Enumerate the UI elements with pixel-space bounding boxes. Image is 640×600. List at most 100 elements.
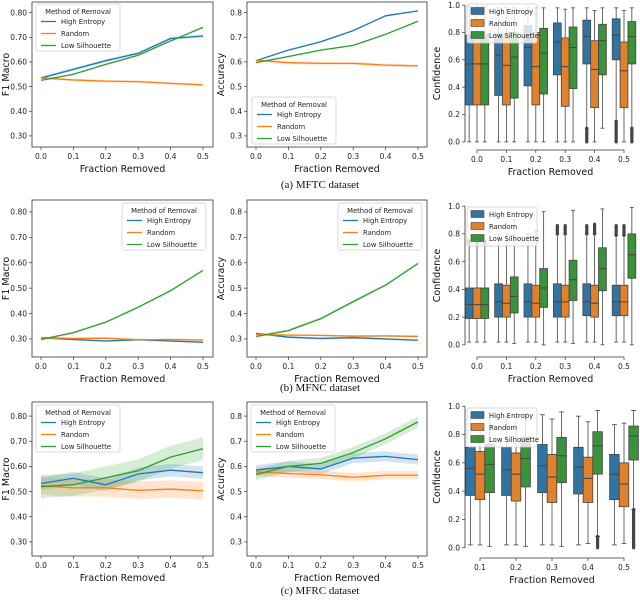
box-high-entropy-0.3 xyxy=(553,223,562,343)
legend-label: Low Silhouette xyxy=(277,135,327,143)
box-high-entropy-0.3 xyxy=(553,7,562,143)
box-iqr xyxy=(480,33,490,106)
x-tick-label: 0.4 xyxy=(589,362,601,371)
y-tick-label: 0.0 xyxy=(448,543,460,552)
box-low-silhouette-0.3 xyxy=(556,411,567,547)
series-line-random xyxy=(40,485,204,492)
box-iqr xyxy=(464,287,474,319)
y-tick-label: 0.60 xyxy=(10,58,27,67)
y-tick-label: 0.30 xyxy=(10,538,27,547)
legend-label: High Entropy xyxy=(489,211,533,219)
y-tick-label: 0.50 xyxy=(10,487,27,496)
legend-title: Method of Removal xyxy=(347,207,413,215)
box-iqr xyxy=(474,451,486,501)
y-tick-label: 0.8 xyxy=(230,208,242,217)
y-tick-label: 0.8 xyxy=(448,230,460,239)
box-low-silhouette-0.3 xyxy=(568,7,578,143)
box-iqr xyxy=(502,284,511,318)
y-tick-label: 0.7 xyxy=(230,233,242,242)
box-iqr xyxy=(501,446,512,496)
y-tick-label: 0.8 xyxy=(230,8,242,17)
chart-mfnc-confidence: 0.0 0.1 0.2 0.3 0.4 0.5 0.0 0.2 0.4 0.6 0.8 1.0 Frac… xyxy=(432,202,637,385)
series-line-low-silhouette xyxy=(255,421,419,476)
y-tick-label: 0.60 xyxy=(10,258,27,267)
box-low-silhouette-0.4 xyxy=(598,7,607,129)
y-axis-label: F1 Macro xyxy=(1,257,12,300)
box-iqr xyxy=(609,453,620,501)
box-iqr xyxy=(611,284,621,317)
y-tick-label: 0.70 xyxy=(10,233,27,242)
legend: Method of Removal High Entropy Random Low S… xyxy=(121,202,207,251)
box-iqr xyxy=(472,33,482,106)
y-axis-label: F1 Macro xyxy=(1,53,12,96)
legend-frame xyxy=(250,404,336,453)
y-tick-label: 0.8 xyxy=(448,28,460,37)
x-tick-label: 0.3 xyxy=(546,563,558,572)
x-tick-label: 0.3 xyxy=(132,561,144,570)
box-iqr xyxy=(553,22,562,76)
series-line-random xyxy=(255,333,419,338)
series-line-high-entropy xyxy=(40,337,204,343)
series-line-low-silhouette xyxy=(40,448,204,488)
x-tick-label: 0.0 xyxy=(250,561,262,570)
y-tick-label: 0.2 xyxy=(448,515,460,524)
x-tick-label: 0.3 xyxy=(347,152,359,161)
y-axis-label: Confidence xyxy=(432,450,443,504)
box-iqr xyxy=(618,462,630,508)
legend: Method of Removal High Entropy Random Low S… xyxy=(250,404,336,453)
box-high-entropy-0.3 xyxy=(537,414,548,546)
x-tick-label: 0.3 xyxy=(347,561,359,570)
legend-label: High Entropy xyxy=(61,419,105,427)
legend-label: Random xyxy=(61,30,90,38)
box-low-silhouette-0.4 xyxy=(598,208,607,346)
x-tick-label: 0.0 xyxy=(471,362,483,371)
box-high-entropy-0.4 xyxy=(573,415,584,546)
chart-mfrc-confidence: 0.1 0.2 0.3 0.4 0.5 0.0 0.2 0.4 0.6 0.8 1.0 Fractio… xyxy=(432,402,639,586)
box-iqr xyxy=(590,284,599,318)
y-axis-label: Confidence xyxy=(432,47,443,101)
box-iqr xyxy=(465,446,476,496)
legend-label: High Entropy xyxy=(363,217,407,225)
x-axis-label: Fraction Removed xyxy=(80,374,166,385)
y-tick-label: 0.6 xyxy=(448,56,460,65)
x-tick-label: 0.1 xyxy=(67,561,79,570)
y-tick-label: 0.40 xyxy=(10,512,27,521)
x-axis-label: Fraction Removed xyxy=(294,164,380,175)
box-iqr xyxy=(611,18,621,61)
box-high-entropy-0.4 xyxy=(582,223,592,343)
chart-mfnc-f1-macro: 0.0 0.1 0.2 0.3 0.4 0.5 0.30 0.40 0.50 0.60 0.70 0.… xyxy=(1,199,214,385)
box-iqr xyxy=(546,453,558,503)
x-axis-label: Fraction Removed xyxy=(508,374,594,385)
ci-band-2 xyxy=(256,20,418,64)
x-axis-label: Fraction Removed xyxy=(294,573,380,584)
plot-frame xyxy=(31,199,214,358)
x-tick-label: 0.2 xyxy=(315,152,327,161)
plot-frame xyxy=(31,1,214,148)
ci-band-2 xyxy=(256,262,418,338)
legend: High Entropy Random Low Silhouette xyxy=(466,407,539,448)
legend-label: Low Silhouette xyxy=(61,42,111,50)
chart-mftc-confidence: 0.0 0.1 0.2 0.3 0.4 0.5 0.0 0.2 0.4 0.6 0.8 1.0 Frac… xyxy=(432,1,637,178)
box-iqr xyxy=(592,431,603,475)
box-iqr xyxy=(568,26,578,89)
box-iqr xyxy=(582,19,592,65)
box-high-entropy-0.1 xyxy=(494,233,503,343)
x-tick-label: 0.1 xyxy=(67,362,79,371)
box-iqr xyxy=(553,283,562,318)
legend-label: Low Silhouette xyxy=(363,241,413,249)
series-line-low-silhouette xyxy=(255,20,419,64)
y-axis-label: Accuracy xyxy=(216,256,227,300)
y-tick-label: 0.5 xyxy=(230,284,242,293)
plot-frame xyxy=(246,199,428,358)
x-tick-label: 0.4 xyxy=(380,152,392,161)
box-iqr xyxy=(560,284,570,318)
y-axis-label: Confidence xyxy=(432,249,443,303)
caption-b: (b) MFNC dataset xyxy=(279,382,361,394)
box-low-silhouette-0.0 xyxy=(480,239,490,343)
x-tick-label: 0.2 xyxy=(315,362,327,371)
box-random-0.1 xyxy=(502,233,511,343)
box-iqr xyxy=(619,284,629,317)
x-tick-label: 0.0 xyxy=(35,561,47,570)
y-tick-label: 0.0 xyxy=(448,341,460,350)
legend: Method of Removal High Entropy Random Low S… xyxy=(337,202,423,251)
